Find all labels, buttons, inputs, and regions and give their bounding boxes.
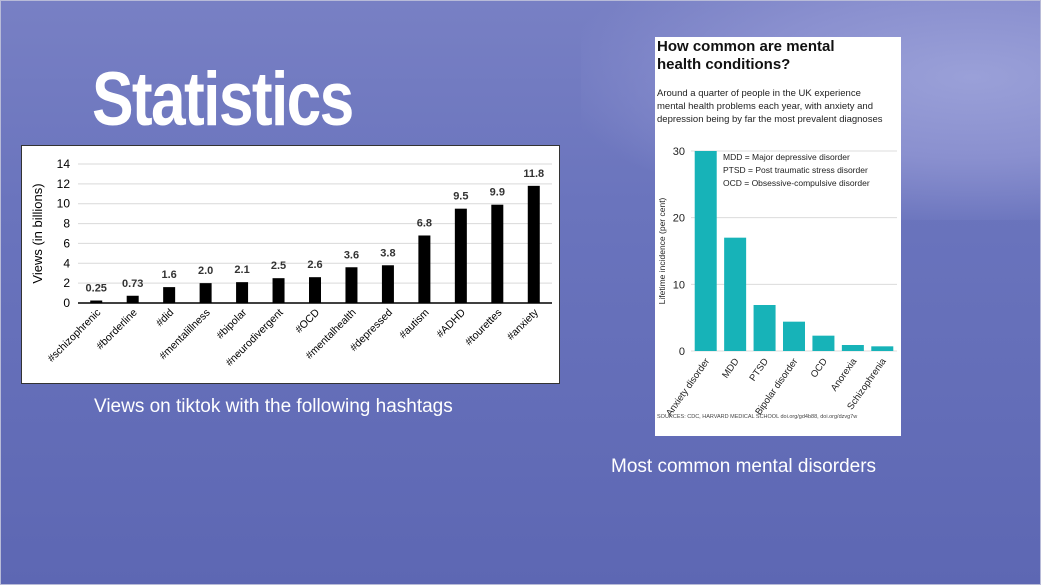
bar	[724, 237, 747, 351]
y-tick-label: 8	[63, 217, 70, 231]
data-label: 0.25	[86, 283, 107, 295]
data-label: 6.8	[417, 217, 432, 229]
tiktok-views-chart: 0 2 4 6 8 10 12 14 Views (in billions) 0.25 #schiz…	[21, 145, 560, 384]
x-tick-label: Anorexia	[829, 356, 860, 394]
y-tick-label: 20	[673, 213, 685, 225]
chart-title-line: How common are mental	[657, 38, 835, 55]
bar	[783, 321, 805, 351]
chart-subtitle: Around a quarter of people in the UK exp…	[657, 88, 883, 125]
mental-disorders-chart: How common are mental health conditions? A…	[655, 37, 901, 436]
y-tick-label: 0	[63, 296, 70, 310]
bar	[694, 151, 717, 351]
data-label: 2.1	[234, 264, 249, 276]
x-tick-label: Anxiety disorder	[664, 356, 712, 418]
chart-subtitle-line: Around a quarter of people in the UK exp…	[657, 88, 861, 99]
bar	[199, 283, 212, 303]
bar	[272, 278, 285, 303]
x-tick-label: #anxiety	[505, 306, 542, 343]
chart-subtitle-line: depression being by far the most prevale…	[657, 114, 883, 125]
x-tick-label: PTSD	[747, 356, 771, 383]
legend-note: MDD = Major depressive disorder	[723, 152, 850, 162]
tiktok-chart-caption: Views on tiktok with the following hasht…	[94, 396, 453, 417]
x-tick-label: #ADHD	[434, 306, 468, 340]
slide-title: Statistics	[92, 57, 354, 142]
data-label: 0.73	[122, 278, 143, 290]
bar	[527, 185, 540, 303]
data-label: 9.5	[453, 191, 468, 203]
mental-disorders-chart-svg: How common are mental health conditions? A…	[657, 38, 897, 420]
bar	[90, 300, 103, 303]
y-tick-label: 14	[57, 157, 71, 171]
data-label: 11.8	[523, 168, 544, 180]
disorders-chart-caption: Most common mental disorders	[611, 456, 877, 477]
y-axis-label: Views (in billions)	[30, 183, 45, 283]
chart-title: How common are mental health conditions?	[657, 38, 835, 73]
y-tick-label: 6	[63, 236, 70, 250]
bar	[381, 265, 394, 303]
data-label: 2.0	[198, 265, 213, 277]
bar	[126, 295, 139, 303]
bar	[812, 335, 835, 351]
y-tick-label: 10	[57, 197, 71, 211]
x-tick-label: #did	[154, 307, 177, 330]
y-tick-label: 2	[63, 276, 70, 290]
x-tick-label: #tourettes	[463, 307, 505, 349]
bar	[418, 235, 431, 303]
bar	[163, 287, 176, 303]
bar	[454, 208, 467, 303]
data-label: 3.8	[380, 247, 395, 259]
bar	[871, 346, 894, 351]
y-tick-label: 0	[679, 346, 685, 358]
y-tick-label: 10	[673, 279, 685, 291]
chart-title-line: health conditions?	[657, 56, 790, 73]
chart-source: SOURCES: CDC, HARVARD MEDICAL SCHOOL doi…	[657, 414, 857, 420]
x-tick-label: MDD	[720, 356, 741, 380]
x-tick-label: #OCD	[293, 306, 322, 335]
bar	[309, 277, 321, 303]
x-tick-label: #autism	[397, 306, 432, 341]
bar	[491, 204, 504, 303]
y-tick-label: 30	[673, 146, 685, 158]
data-label: 1.6	[162, 269, 177, 281]
x-tick-label: OCD	[809, 356, 830, 380]
data-label: 9.9	[490, 187, 505, 199]
x-tick-label: #bipolar	[214, 306, 249, 341]
y-tick-label: 12	[57, 177, 71, 191]
bar	[841, 345, 864, 351]
y-axis-label: Lifetime incidence (per cent)	[657, 197, 667, 304]
y-tick-label: 4	[63, 256, 70, 270]
chart-subtitle-line: mental health problems each year, with a…	[657, 101, 873, 112]
bar	[236, 282, 249, 303]
data-label: 2.6	[307, 259, 322, 271]
data-label: 2.5	[271, 260, 286, 272]
tiktok-views-chart-svg: 0 2 4 6 8 10 12 14 Views (in billions) 0.25 #schiz…	[30, 157, 552, 369]
legend-note: OCD = Obsessive-compulsive disorder	[723, 178, 870, 188]
data-label: 3.6	[344, 249, 359, 261]
x-tick-label: #schizophrenic	[45, 307, 103, 365]
bar	[345, 267, 358, 303]
bar	[753, 305, 776, 351]
legend-note: PTSD = Post traumatic stress disorder	[723, 165, 868, 175]
